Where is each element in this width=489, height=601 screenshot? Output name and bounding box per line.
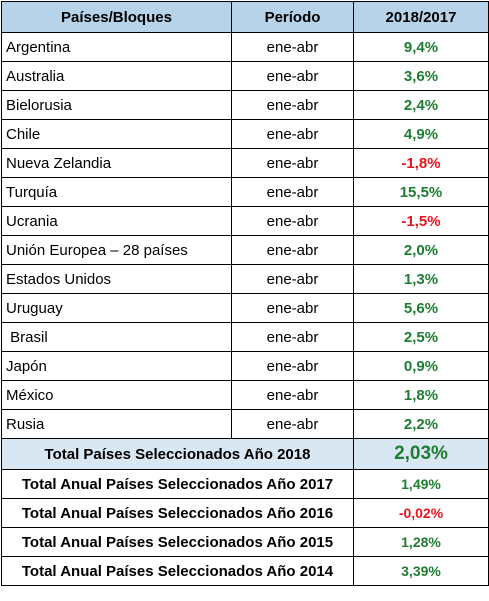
table-row: Unión Europea – 28 países ene-abr 2,0% [1,235,489,265]
table-row: Ucrania ene-abr -1,5% [1,206,489,236]
period-cell: ene-abr [231,32,354,62]
table-row: Nueva Zelandia ene-abr -1,8% [1,148,489,178]
table-row: Uruguay ene-abr 5,6% [1,293,489,323]
annual-total-value: 3,39% [353,556,489,586]
country-cell: Australia [1,61,232,91]
header-row: Países/Bloques Período 2018/2017 [1,1,489,33]
annual-total-label: Total Anual Países Seleccionados Año 201… [1,527,354,557]
total-selected-label: Total Países Seleccionados Año 2018 [1,438,354,470]
period-cell: ene-abr [231,90,354,120]
country-cell: Turquía [1,177,232,207]
table-row: Brasil ene-abr 2,5% [1,322,489,352]
table-row: Estados Unidos ene-abr 1,3% [1,264,489,294]
country-cell: Chile [1,119,232,149]
country-cell: Estados Unidos [1,264,232,294]
country-cell: Uruguay [1,293,232,323]
period-cell: ene-abr [231,264,354,294]
annual-total-row: Total Anual Países Seleccionados Año 201… [1,469,489,499]
table-row: Argentina ene-abr 9,4% [1,32,489,62]
value-cell: 5,6% [353,293,489,323]
value-cell: -1,8% [353,148,489,178]
period-cell: ene-abr [231,61,354,91]
header-period: Período [231,1,354,33]
period-cell: ene-abr [231,148,354,178]
value-cell: 2,5% [353,322,489,352]
period-cell: ene-abr [231,293,354,323]
annual-total-value: 1,49% [353,469,489,499]
total-selected-value: 2,03% [353,438,489,470]
period-cell: ene-abr [231,177,354,207]
table-row: Japón ene-abr 0,9% [1,351,489,381]
country-cell: Argentina [1,32,232,62]
value-cell: 2,2% [353,409,489,439]
annual-total-value: -0,02% [353,498,489,528]
table-row: México ene-abr 1,8% [1,380,489,410]
annual-total-label: Total Anual Países Seleccionados Año 201… [1,469,354,499]
country-cell: Rusia [1,409,232,439]
table-row: Australia ene-abr 3,6% [1,61,489,91]
period-cell: ene-abr [231,206,354,236]
value-cell: 2,4% [353,90,489,120]
period-cell: ene-abr [231,322,354,352]
country-cell: Japón [1,351,232,381]
header-country: Países/Bloques [1,1,232,33]
country-cell: Bielorusia [1,90,232,120]
header-change: 2018/2017 [353,1,489,33]
value-cell: 15,5% [353,177,489,207]
value-cell: 1,8% [353,380,489,410]
annual-total-row: Total Anual Países Seleccionados Año 201… [1,527,489,557]
annual-total-value: 1,28% [353,527,489,557]
value-cell: 0,9% [353,351,489,381]
annual-total-label: Total Anual Países Seleccionados Año 201… [1,556,354,586]
period-cell: ene-abr [231,380,354,410]
period-cell: ene-abr [231,351,354,381]
country-cell: Ucrania [1,206,232,236]
country-cell: Brasil [1,322,232,352]
value-cell: 2,0% [353,235,489,265]
total-selected-row: Total Países Seleccionados Año 2018 2,03… [1,438,489,470]
table-row: Rusia ene-abr 2,2% [1,409,489,439]
value-cell: 4,9% [353,119,489,149]
table-row: Chile ene-abr 4,9% [1,119,489,149]
value-cell: -1,5% [353,206,489,236]
value-cell: 1,3% [353,264,489,294]
annual-total-label: Total Anual Países Seleccionados Año 201… [1,498,354,528]
period-cell: ene-abr [231,235,354,265]
annual-total-row: Total Anual Países Seleccionados Año 201… [1,556,489,586]
table-row: Bielorusia ene-abr 2,4% [1,90,489,120]
table-row: Turquía ene-abr 15,5% [1,177,489,207]
period-cell: ene-abr [231,409,354,439]
annual-total-row: Total Anual Países Seleccionados Año 201… [1,498,489,528]
country-cell: Unión Europea – 28 países [1,235,232,265]
value-cell: 3,6% [353,61,489,91]
country-cell: Nueva Zelandia [1,148,232,178]
country-cell: México [1,380,232,410]
period-cell: ene-abr [231,119,354,149]
value-cell: 9,4% [353,32,489,62]
comparison-table: Países/Bloques Período 2018/2017 Argenti… [1,1,489,586]
